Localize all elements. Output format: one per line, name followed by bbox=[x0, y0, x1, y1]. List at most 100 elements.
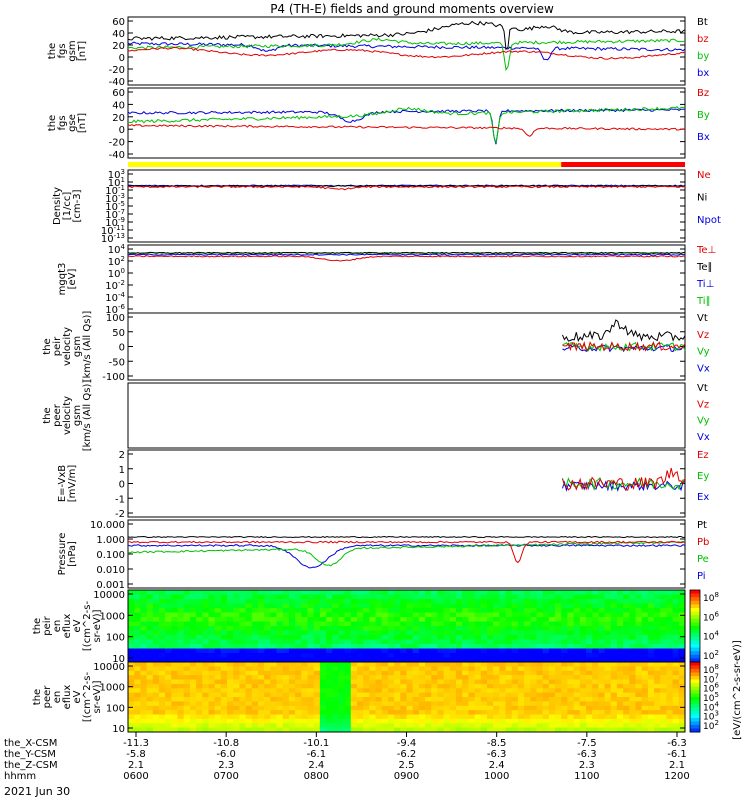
heatmap-cell bbox=[264, 727, 271, 733]
heatmap-cell bbox=[474, 723, 482, 729]
y-tick-label: 1000 bbox=[100, 683, 125, 694]
heatmap-cell bbox=[264, 603, 271, 609]
heatmap-cell bbox=[425, 639, 432, 645]
heatmap-cell bbox=[369, 617, 377, 622]
heatmap-cell bbox=[301, 710, 308, 715]
heatmap-cell bbox=[258, 603, 265, 609]
heatmap-cell bbox=[134, 612, 141, 618]
heatmap-cell bbox=[363, 714, 370, 720]
heatmap-cell bbox=[239, 603, 247, 609]
heatmap-cell bbox=[610, 705, 618, 711]
heatmap-cell bbox=[431, 657, 438, 663]
heatmap-cell bbox=[443, 714, 451, 720]
time-tick-label: 0800 bbox=[304, 771, 329, 782]
heatmap-cell bbox=[134, 621, 141, 627]
heatmap-cell bbox=[623, 644, 630, 649]
heatmap-cell bbox=[616, 723, 624, 729]
heatmap-cell bbox=[158, 710, 166, 715]
heatmap-cell bbox=[344, 639, 352, 645]
heatmap-cell bbox=[487, 714, 494, 720]
colorbar-segment bbox=[690, 593, 700, 598]
heatmap-cell bbox=[183, 639, 191, 645]
heatmap-cell bbox=[629, 705, 636, 711]
heatmap-cell bbox=[171, 714, 178, 720]
heatmap-cell bbox=[530, 594, 537, 600]
heatmap-cell bbox=[573, 662, 581, 667]
heatmap-cell bbox=[394, 718, 401, 724]
heatmap-cell bbox=[443, 662, 451, 667]
heatmap-cell bbox=[245, 718, 253, 724]
heatmap-cell bbox=[592, 705, 599, 711]
heatmap-cell bbox=[456, 688, 463, 694]
heatmap-cell bbox=[449, 626, 457, 631]
heatmap-cell bbox=[301, 648, 308, 654]
heatmap-cell bbox=[313, 603, 321, 609]
heatmap-cell bbox=[245, 670, 253, 676]
heatmap-cell bbox=[604, 612, 612, 618]
series-line bbox=[127, 106, 686, 143]
heatmap-cell bbox=[239, 653, 247, 658]
y-axis-label: fgs bbox=[57, 115, 68, 130]
heatmap-cell bbox=[233, 688, 240, 694]
heatmap-cell bbox=[239, 727, 247, 733]
heatmap-cell bbox=[462, 710, 469, 715]
heatmap-cell bbox=[505, 603, 513, 609]
heatmap-cell bbox=[208, 727, 216, 733]
heatmap-cell bbox=[505, 617, 513, 622]
heatmap-cell bbox=[276, 710, 284, 715]
heatmap-cell bbox=[425, 688, 432, 694]
heatmap-cell bbox=[295, 594, 302, 600]
orbit-value: -6.3 bbox=[577, 749, 597, 760]
y-axis-label: [(cm^2-s- bbox=[82, 601, 93, 652]
heatmap-cell bbox=[350, 603, 358, 609]
heatmap-cell bbox=[332, 692, 339, 698]
heatmap-cell bbox=[313, 621, 321, 627]
heatmap-cell bbox=[579, 701, 587, 707]
heatmap-cell bbox=[604, 670, 612, 676]
heatmap-cell bbox=[165, 617, 172, 622]
heatmap-cell bbox=[412, 635, 420, 640]
heatmap-cell bbox=[561, 714, 568, 720]
heatmap-cell bbox=[177, 701, 185, 707]
heatmap-cell bbox=[220, 727, 228, 733]
heatmap-cell bbox=[387, 648, 395, 654]
heatmap-cell bbox=[567, 603, 575, 609]
heatmap-cell bbox=[381, 657, 389, 663]
heatmap-cell bbox=[666, 675, 674, 680]
heatmap-cell bbox=[394, 705, 401, 711]
heatmap-cell bbox=[152, 705, 160, 711]
heatmap-cell bbox=[443, 705, 451, 711]
heatmap-cell bbox=[251, 653, 259, 658]
heatmap-cell bbox=[307, 679, 315, 685]
y-tick-label: 40 bbox=[112, 29, 125, 40]
heatmap-cell bbox=[282, 626, 290, 631]
heatmap-cell bbox=[258, 679, 265, 685]
heatmap-cell bbox=[258, 662, 265, 667]
heatmap-cell bbox=[165, 635, 172, 640]
heatmap-cell bbox=[394, 621, 401, 627]
heatmap-cell bbox=[276, 692, 284, 698]
heatmap-cell bbox=[276, 670, 284, 676]
heatmap-cell bbox=[158, 718, 166, 724]
series-line bbox=[127, 20, 686, 51]
heatmap-cell bbox=[548, 590, 556, 595]
heatmap-cell bbox=[660, 594, 667, 600]
heatmap-cell bbox=[288, 718, 296, 724]
heatmap-cell bbox=[616, 599, 624, 604]
heatmap-cell bbox=[635, 626, 643, 631]
heatmap-cell bbox=[567, 666, 575, 672]
heatmap-cell bbox=[555, 701, 562, 707]
heatmap-cell bbox=[338, 705, 346, 711]
heatmap-cell bbox=[406, 675, 414, 680]
heatmap-cell bbox=[239, 670, 247, 676]
heatmap-cell bbox=[666, 679, 674, 685]
heatmap-cell bbox=[431, 723, 438, 729]
heatmap-cell bbox=[171, 675, 178, 680]
heatmap-cell bbox=[548, 626, 556, 631]
heatmap-cell bbox=[387, 692, 395, 698]
heatmap-cell bbox=[350, 626, 358, 631]
heatmap-cell bbox=[647, 635, 655, 640]
heatmap-cell bbox=[530, 603, 537, 609]
heatmap-cell bbox=[623, 648, 630, 654]
heatmap-cell bbox=[623, 626, 630, 631]
